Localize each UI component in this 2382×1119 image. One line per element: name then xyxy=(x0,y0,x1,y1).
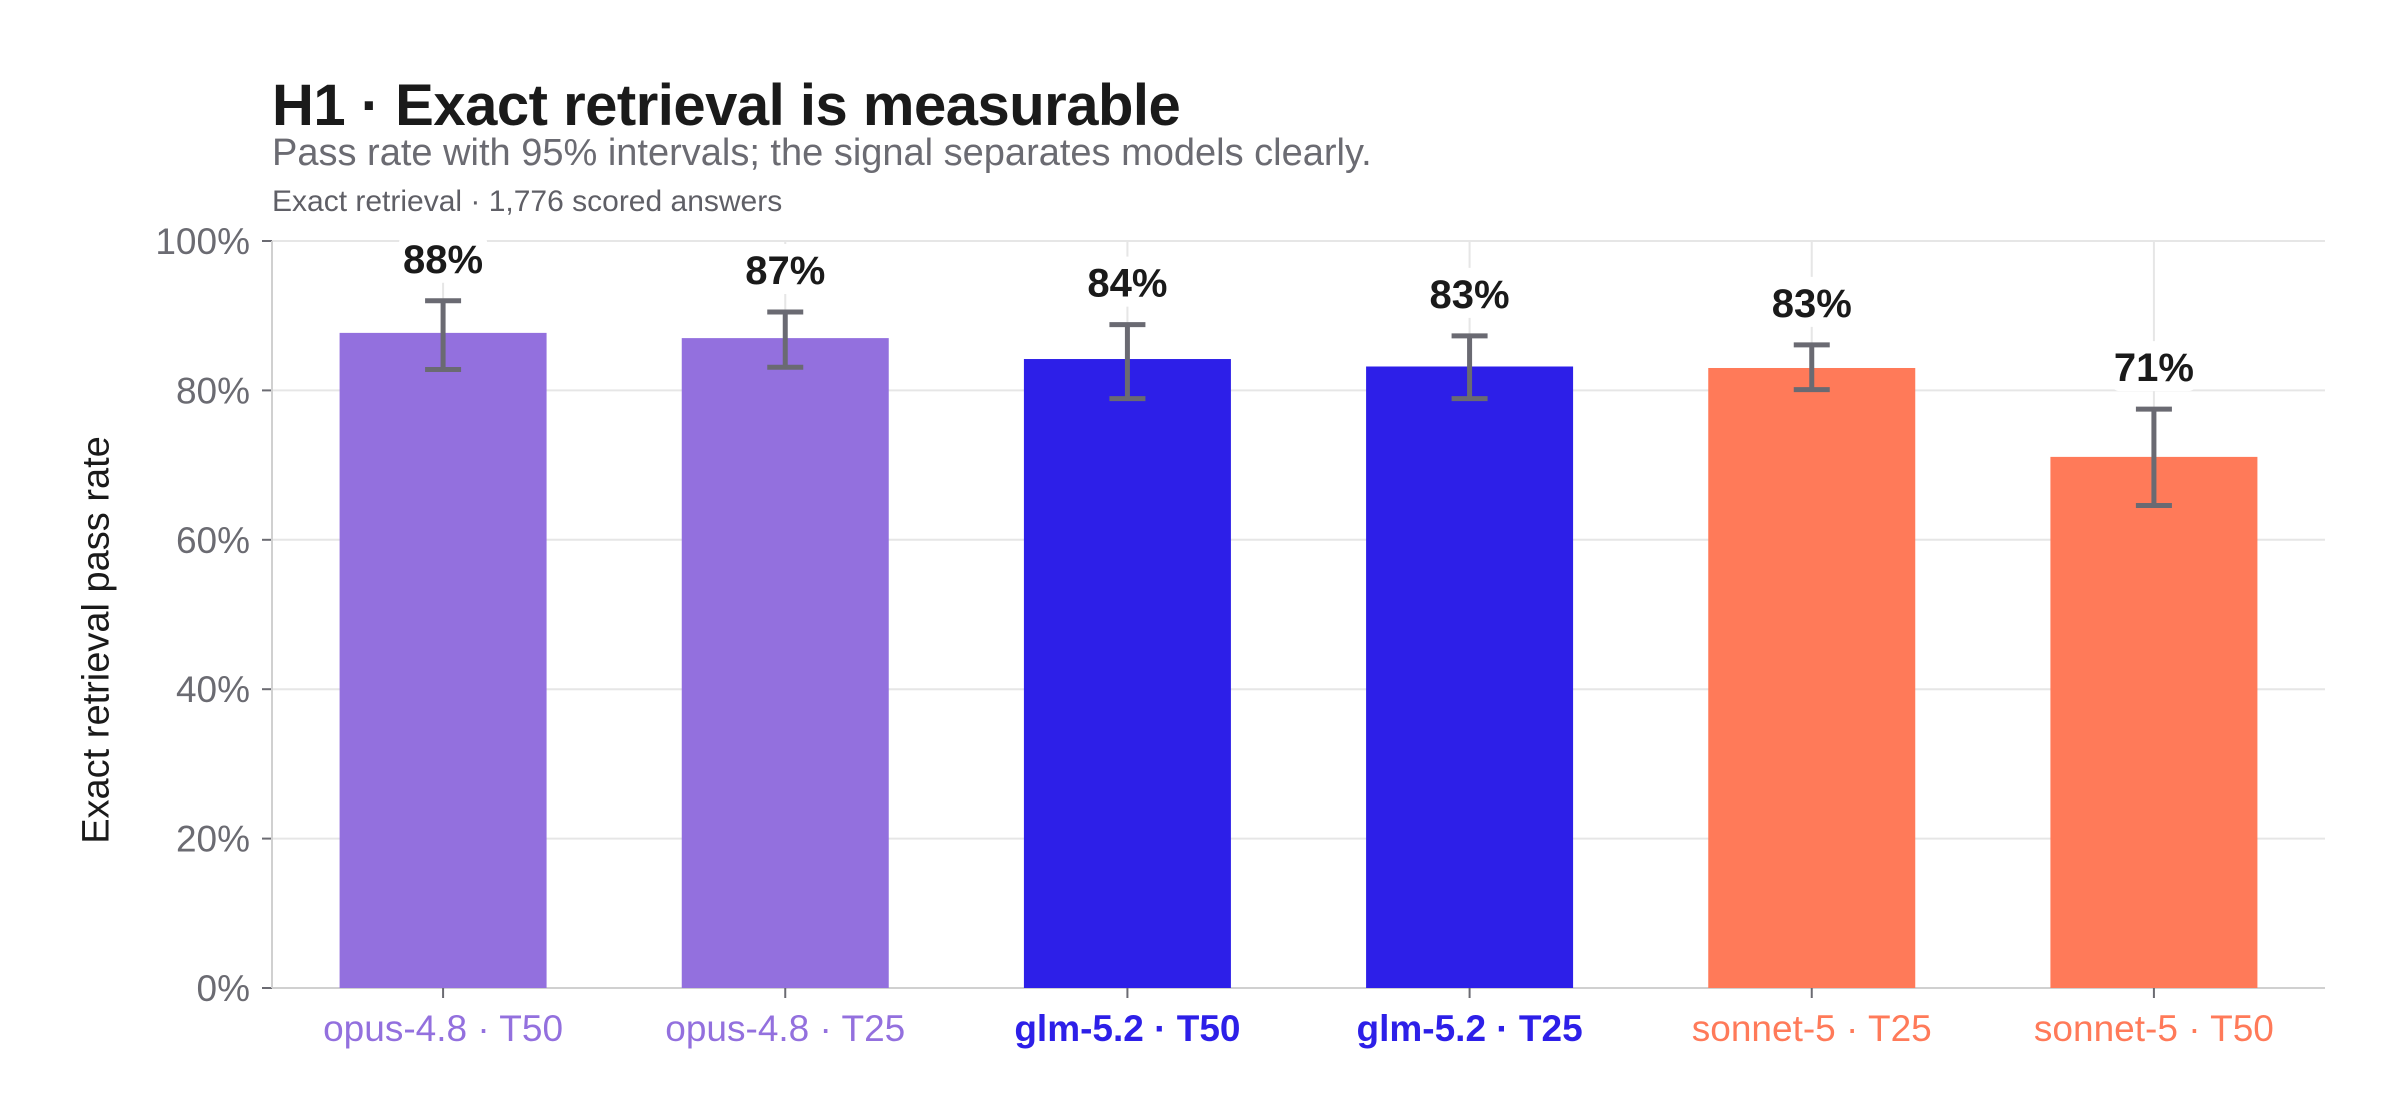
x-tick-label: glm-5.2 · T25 xyxy=(1356,1008,1582,1049)
value-label-background xyxy=(1083,256,1172,307)
y-tick-label: 100% xyxy=(155,221,250,262)
bar xyxy=(2050,456,2258,988)
y-tick-label: 0% xyxy=(197,968,250,1009)
bar xyxy=(1708,367,1916,988)
chart-subtitle: Pass rate with 95% intervals; the signal… xyxy=(272,132,1372,174)
value-label: 84% xyxy=(1087,262,1167,306)
chart-caption: Exact retrieval · 1,776 scored answers xyxy=(272,185,783,218)
chart-title: H1 · Exact retrieval is measurable xyxy=(272,73,1181,138)
value-label-background xyxy=(399,232,488,283)
bar xyxy=(1366,366,1574,989)
x-tick-label: sonnet-5 · T50 xyxy=(2034,1008,2274,1049)
value-label: 88% xyxy=(403,238,483,282)
x-tick-label: glm-5.2 · T50 xyxy=(1014,1008,1240,1049)
value-label-background xyxy=(1425,267,1514,318)
value-label-background xyxy=(741,243,830,294)
bar xyxy=(1023,359,1231,988)
value-label-background xyxy=(1767,276,1856,327)
y-tick-label: 20% xyxy=(176,819,250,860)
y-tick-label: 40% xyxy=(176,669,250,710)
y-tick-label: 60% xyxy=(176,520,250,561)
x-tick-label: sonnet-5 · T25 xyxy=(1692,1008,1932,1049)
y-tick-label: 80% xyxy=(176,370,250,411)
bar xyxy=(339,332,547,989)
value-label-background xyxy=(2109,341,2198,392)
x-tick-label: opus-4.8 · T25 xyxy=(665,1008,905,1049)
bar xyxy=(681,338,889,988)
value-label: 83% xyxy=(1772,282,1852,326)
value-label: 87% xyxy=(745,249,825,293)
value-label: 83% xyxy=(1430,273,1510,317)
x-tick-label: opus-4.8 · T50 xyxy=(323,1008,563,1049)
value-label: 71% xyxy=(2114,346,2194,390)
